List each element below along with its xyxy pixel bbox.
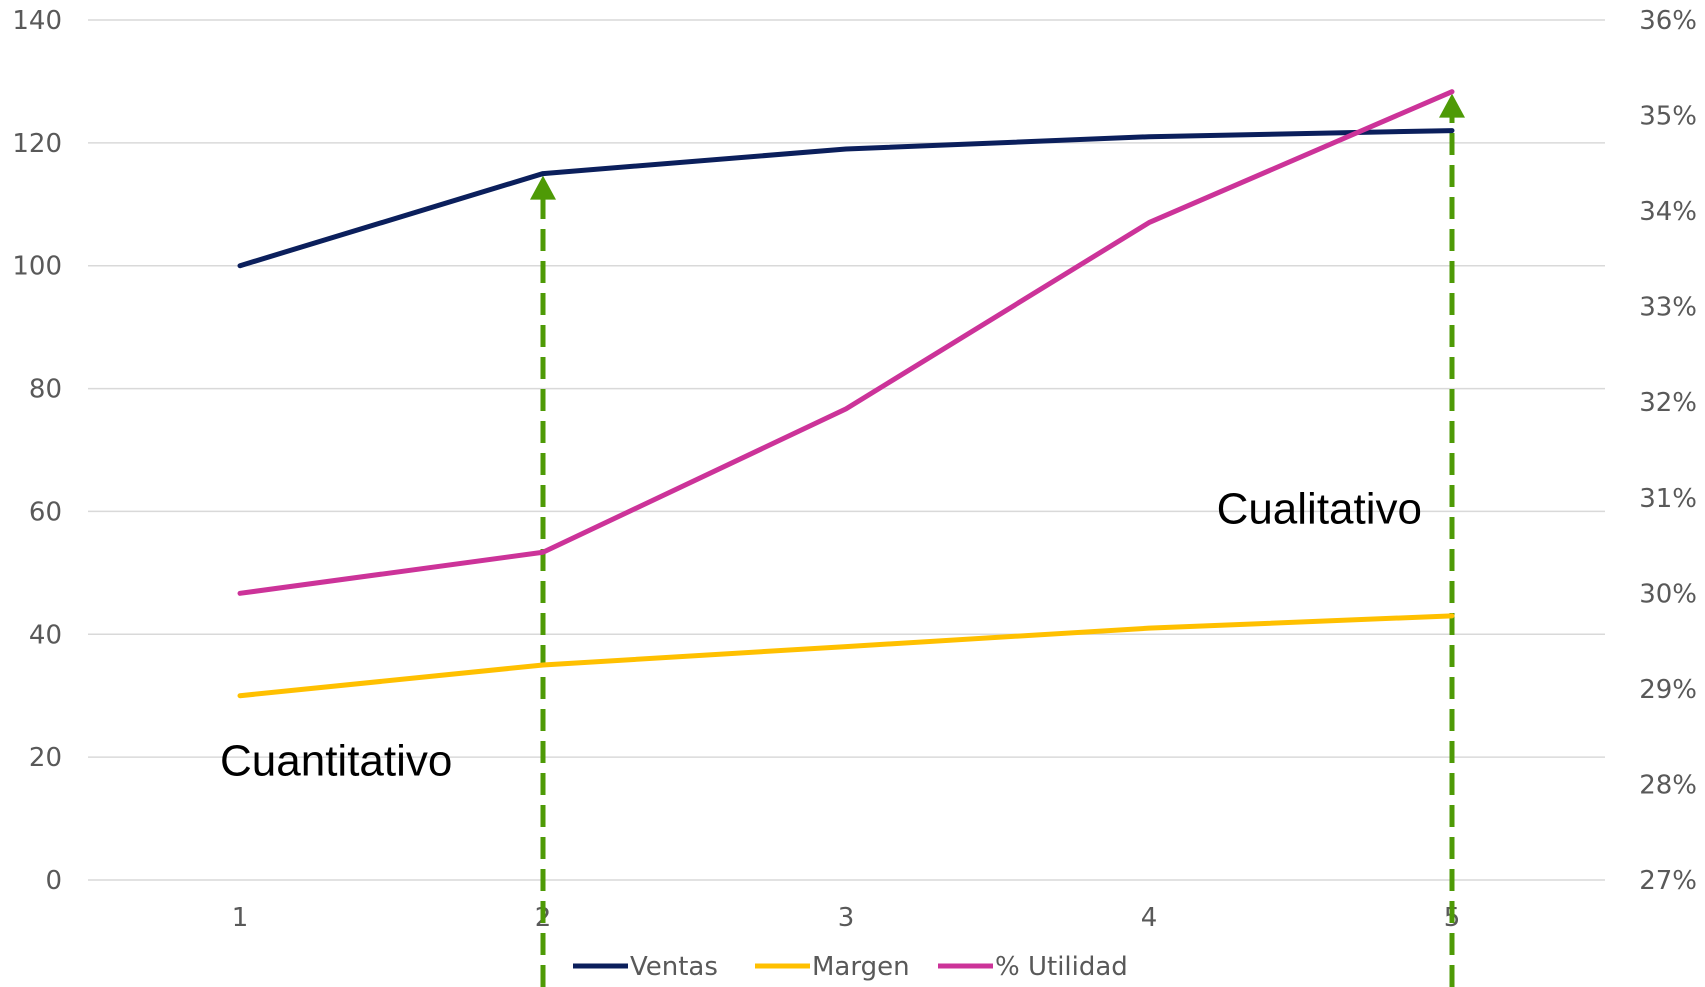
x-tick-label: 1 [232,903,249,933]
right-tick-label: 35% [1639,102,1697,132]
left-tick-label: 100 [12,252,62,282]
left-tick-label: 40 [29,620,62,650]
x-tick-label: 4 [1141,903,1158,933]
left-tick-label: 0 [45,866,62,896]
right-tick-label: 27% [1639,866,1697,896]
series-line-margen [237,613,1455,699]
right-tick-label: 32% [1639,388,1697,418]
arrow-head [1439,93,1465,118]
right-tick-label: 34% [1639,197,1697,227]
arrow-head [530,175,556,200]
left-tick-label: 20 [29,743,62,773]
annotation-label: Cualitativo [1217,485,1422,534]
series-line--utilidad [237,89,1455,596]
right-tick-label: 33% [1639,293,1697,323]
legend-label: Ventas [630,952,718,982]
x-tick-label: 3 [838,903,855,933]
left-tick-label: 120 [12,129,62,159]
gridlines [88,19,1605,881]
legend-label: % Utilidad [995,952,1128,982]
left-tick-label: 60 [29,497,62,527]
right-tick-label: 28% [1639,770,1697,800]
legend: Ventas Margen % Utilidad [573,952,1128,982]
left-tick-label: 140 [12,6,62,36]
right-tick-label: 31% [1639,484,1697,514]
left-tick-label: 80 [29,375,62,405]
series-line-ventas [237,128,1455,269]
right-tick-label: 36% [1639,6,1697,36]
legend-label: Margen [812,952,910,982]
arrows [530,93,1465,987]
x-axis-ticks: 12345 [232,903,1461,933]
right-axis-ticks: 27% 28% 29% 30% 31% 32% 33% 34% 35% 36% [1639,6,1697,896]
right-tick-label: 30% [1639,579,1697,609]
annotations: Cuantitativo Cualitativo [220,485,1422,786]
series-lines [237,89,1455,699]
annotation-label: Cuantitativo [220,737,452,786]
left-axis-ticks: 0 20 40 60 80 100 120 140 [12,6,62,896]
right-tick-label: 29% [1639,675,1697,705]
